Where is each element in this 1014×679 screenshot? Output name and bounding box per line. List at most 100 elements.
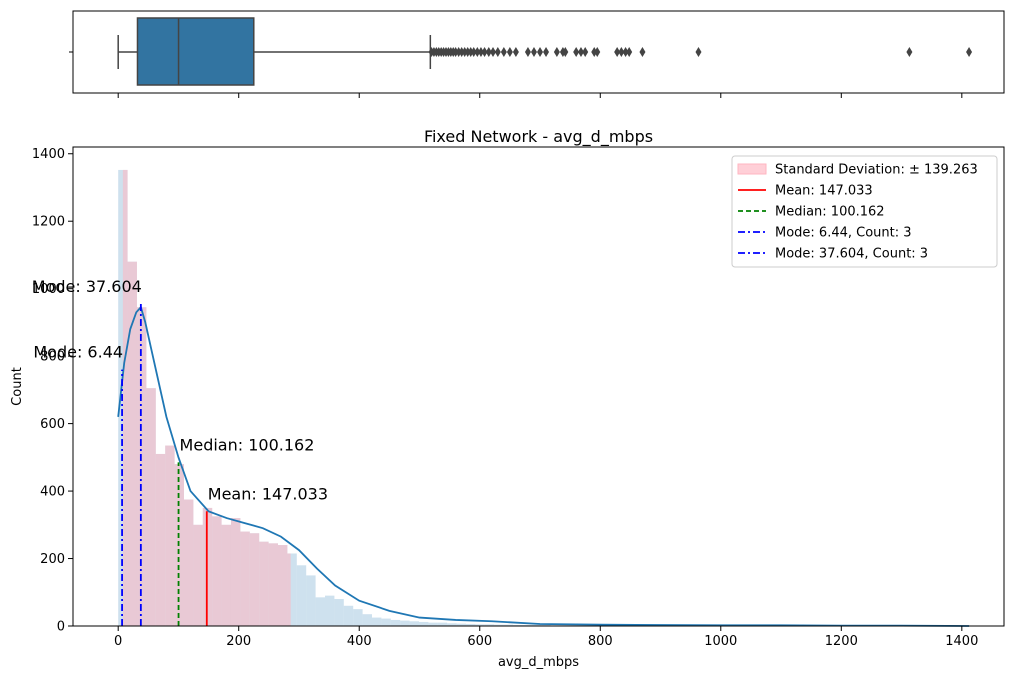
outlier-point [573,47,580,57]
outlier-point [591,47,598,57]
legend-frame [731,155,998,268]
outlier-point [512,47,519,57]
histogram-bar [531,624,542,626]
std-band-segment [278,545,288,626]
histogram-bar [419,621,429,626]
legend-label: Mode: 6.44, Count: 3 [775,226,912,241]
outlier-point [582,47,589,57]
std-band-segment [122,169,128,626]
y-tick-label: 400 [40,485,65,500]
histogram-bar [541,624,551,626]
histogram-bar [437,622,448,626]
std-band-segment [155,453,166,626]
outlier-point [490,47,497,57]
outlier-point [622,47,629,57]
std-band-segment [268,543,279,626]
y-tick-label: 1400 [32,147,65,162]
mean-label: Mean: 147.033 [208,484,328,503]
histogram-bar [513,624,523,626]
outlier-point [464,47,471,57]
std-band-segment [287,553,291,626]
histogram-bar [334,599,344,626]
x-tick-label: 400 [347,634,372,649]
median-label: Median: 100.162 [180,435,315,454]
std-band-segment [259,541,269,626]
std-band-segment [127,261,137,626]
y-tick-label: 0 [57,620,65,635]
outlier-point [562,47,569,57]
outlier-point [452,47,459,57]
histogram-bar [390,619,401,626]
histogram-bar [343,605,354,626]
outlier-point [474,47,481,57]
histogram-bar [409,621,420,626]
outlier-point [481,47,488,57]
outlier-point [470,47,477,57]
x-tick-label: 0 [114,634,122,649]
y-tick-label: 800 [40,350,65,365]
std-band-segment [221,524,231,626]
std-band-segment [146,388,156,626]
x-tick-label: 1200 [825,634,858,649]
histogram-bar [287,553,297,626]
legend-label: Mode: 37.604, Count: 3 [775,247,928,262]
outlier-point [553,47,560,57]
outlier-point [966,47,973,57]
x-axis-label: avg_d_mbps [498,655,579,670]
x-tick-label: 1400 [945,634,978,649]
outlier-point [524,47,531,57]
histogram-bar [428,622,438,626]
std-band-segment [193,524,203,626]
std-band-segment [165,445,175,626]
histogram-bar [306,575,316,626]
y-tick-label: 600 [40,417,65,432]
histogram-bar [296,565,307,626]
outlier-point [639,47,646,57]
histogram-bar [447,623,457,626]
outlier-point [594,47,601,57]
outlier-point [695,47,702,57]
std-band-segment [212,516,222,626]
x-tick-label: 600 [467,634,492,649]
histogram-bar [325,595,335,626]
histogram-bar [381,618,391,626]
outlier-point [506,47,513,57]
outlier-point [461,47,468,57]
std-band-segment [136,307,147,626]
outlier-point [618,47,625,57]
histogram-bar [362,614,373,626]
outlier-point [485,47,492,57]
outlier-point [614,47,621,57]
x-tick-label: 200 [226,634,251,649]
legend-swatch [737,163,767,175]
boxplot-panel [69,10,1005,98]
y-axis-label: Count [10,367,25,406]
outlier-point [543,47,550,57]
histogram-bar [456,623,467,626]
legend: Standard Deviation: ± 139.263 Mean: 147.0… [731,155,998,268]
histogram-bar [353,609,363,626]
iqr-box [136,17,255,86]
histogram-bar [466,623,476,626]
x-tick-label: 1000 [704,634,737,649]
x-tick-label: 800 [588,634,613,649]
outlier-point [906,47,913,57]
outlier-point [477,47,484,57]
legend-label: Standard Deviation: ± 139.263 [775,163,978,178]
histogram-bar [503,624,514,626]
outlier-point [455,47,462,57]
std-band-segment [183,499,194,626]
mode-1-label: Mode: 6.44 [33,343,123,362]
outlier-point [577,47,584,57]
outlier-point [530,47,537,57]
outlier-point [494,47,501,57]
histogram-bar [494,624,504,626]
histogram-bar [522,624,532,626]
histogram-panel: Fixed Network - avg_d_mbps Mean: 147.033… [10,127,1005,670]
y-tick-label: 1000 [32,282,65,297]
std-band-segment [249,533,260,626]
histogram-bar [372,617,382,626]
legend-label: Median: 100.162 [775,205,885,220]
mode-2-label: Mode: 37.604 [32,277,142,296]
